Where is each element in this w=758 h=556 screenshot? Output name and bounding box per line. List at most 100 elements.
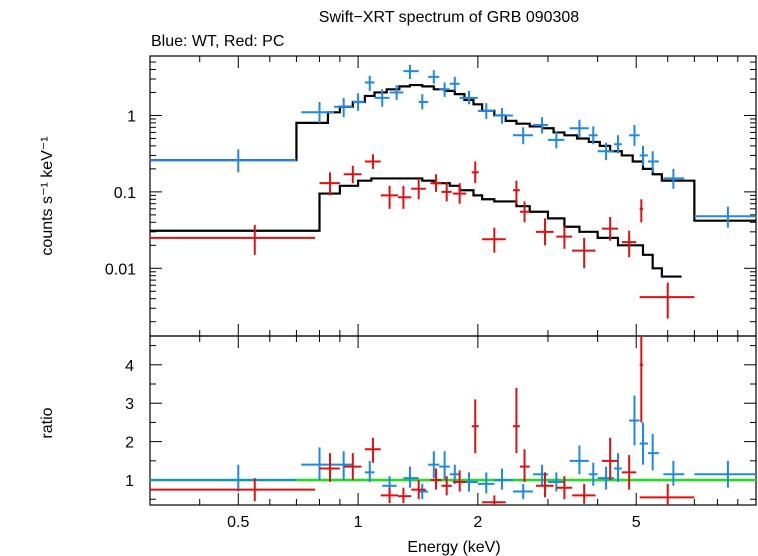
x-axis-label: Energy (keV) bbox=[407, 539, 500, 556]
spectrum-wt-point bbox=[428, 70, 440, 84]
ratio-wt-point bbox=[449, 464, 460, 484]
spectrum-wt-point bbox=[150, 149, 297, 173]
y-tick-label: 3 bbox=[125, 396, 134, 413]
y-tick-label: 0.01 bbox=[105, 261, 136, 278]
model-step-line bbox=[150, 177, 682, 278]
ratio-wt-point bbox=[639, 422, 648, 465]
spectrum-pc-point bbox=[572, 237, 596, 269]
ratio-pc-point bbox=[482, 495, 506, 505]
spectrum-pc-point bbox=[556, 225, 573, 249]
ratio-pc-point bbox=[572, 483, 596, 504]
ratio-pc-point bbox=[343, 453, 362, 481]
ratio-wt-point bbox=[428, 451, 440, 479]
spectrum-pc-point bbox=[150, 224, 316, 255]
ratio-wt-point bbox=[597, 466, 615, 490]
spectrum-wt-point bbox=[588, 126, 598, 145]
spectrum-pc-point bbox=[639, 199, 643, 223]
ratio-pc-point bbox=[536, 472, 554, 498]
spectrum-pc-point bbox=[430, 174, 442, 192]
spectrum-pc-point bbox=[601, 216, 619, 241]
spectrum-pc-point bbox=[512, 180, 520, 204]
spectrum-frame bbox=[149, 55, 757, 337]
chart-title: Swift−XRT spectrum of GRB 090308 bbox=[319, 9, 580, 26]
spectrum-pc-point bbox=[621, 230, 637, 258]
x-tick-label: 0.5 bbox=[227, 514, 249, 531]
ratio-wt-point bbox=[301, 447, 335, 481]
spectrum-pc-point bbox=[536, 218, 554, 246]
spectrum-wt-point bbox=[629, 125, 640, 146]
spectrum-wt-point bbox=[439, 82, 450, 97]
y-tick-label: 1 bbox=[127, 108, 136, 125]
ratio-wt-point bbox=[629, 395, 640, 446]
spectrum-wt-point bbox=[364, 75, 375, 91]
spectrum-wt-point bbox=[614, 135, 622, 154]
ratio-wt-point bbox=[614, 453, 622, 482]
spectrum-panel: 0.01 0.1 1 bbox=[105, 55, 757, 337]
ratio-pc-point bbox=[441, 476, 452, 496]
bottom-y-axis-label: ratio bbox=[39, 407, 56, 438]
ratio-panel: 0.5 1 2 5 1 2 3 4 bbox=[125, 335, 757, 531]
ratio-pc-point bbox=[411, 480, 426, 500]
spectrum-wt-point bbox=[547, 131, 565, 149]
spectrum-wt-point bbox=[532, 117, 548, 134]
ratio-wt-point bbox=[418, 483, 429, 500]
ratio-pc-point bbox=[639, 483, 695, 505]
spectrum-pc-point bbox=[639, 282, 695, 319]
ratio-pc-point bbox=[519, 449, 530, 482]
spectrum-pc-point bbox=[364, 154, 381, 169]
ratio-pc-point bbox=[319, 453, 340, 482]
ratio-pc-point bbox=[639, 336, 643, 423]
ratio-pc-point bbox=[430, 468, 442, 490]
spectrum-wt-point bbox=[352, 93, 365, 111]
spectrum-pc-point bbox=[343, 165, 362, 184]
y-tick-label: 0.1 bbox=[114, 185, 136, 202]
spectrum-pc-point bbox=[452, 183, 467, 204]
spectrum-pc-point bbox=[411, 178, 426, 200]
ratio-wt-point bbox=[439, 451, 450, 481]
spectrum-wt-point bbox=[477, 103, 495, 119]
spectrum-pc-point bbox=[519, 201, 530, 223]
y-tick-label: 4 bbox=[125, 358, 134, 375]
spectrum-pc-point bbox=[319, 172, 340, 196]
x-tick-label: 1 bbox=[354, 514, 363, 531]
ratio-wt-point bbox=[694, 460, 756, 488]
ratio-wt-point bbox=[512, 483, 533, 500]
ratio-pc-point bbox=[452, 470, 467, 492]
x-tick-label: 5 bbox=[632, 514, 641, 531]
chart-subtitle: Blue: WT, Red: PC bbox=[151, 33, 284, 50]
ratio-pc-point bbox=[556, 476, 573, 500]
spectrum-pc-point bbox=[441, 181, 452, 202]
spectrum-wt-point bbox=[663, 168, 685, 189]
spectrum-pc-point bbox=[471, 161, 479, 184]
spectrum-wt-point bbox=[597, 142, 615, 161]
ratio-wt-point bbox=[588, 462, 598, 486]
ratio-wt-point bbox=[663, 460, 685, 486]
spectrum-wt-point bbox=[418, 94, 429, 110]
ratio-wt-point bbox=[569, 445, 589, 475]
ratio-pc-point bbox=[364, 437, 381, 463]
spectrum-wt-point bbox=[334, 97, 353, 118]
ratio-pc-point bbox=[601, 437, 619, 481]
spectrum-wt-point bbox=[494, 108, 513, 124]
spectrum-wt-point bbox=[647, 151, 659, 173]
ratio-wt-point bbox=[477, 472, 495, 494]
spectrum-wt-point bbox=[449, 76, 460, 91]
ratio-wt-point bbox=[403, 466, 419, 488]
ratio-pc-point bbox=[471, 399, 479, 454]
model-step-line bbox=[150, 83, 756, 222]
ratio-wt-point bbox=[150, 464, 297, 492]
spectrum-wt-point bbox=[639, 145, 648, 166]
ratio-wt-point bbox=[647, 433, 659, 471]
ratio-wt-point bbox=[494, 468, 513, 490]
spectrum-wt-point bbox=[374, 89, 390, 107]
y-tick-label: 1 bbox=[125, 473, 134, 490]
x-tick-label: 2 bbox=[473, 514, 482, 531]
spectrum-pc-point bbox=[380, 185, 399, 209]
spectrum-wt-point bbox=[403, 64, 419, 80]
ratio-pc-point bbox=[150, 478, 316, 502]
spectrum-wt-point bbox=[569, 119, 589, 138]
spectrum-wt-point bbox=[512, 127, 533, 145]
ratio-pc-point bbox=[621, 455, 637, 490]
y-tick-label: 2 bbox=[125, 435, 134, 452]
